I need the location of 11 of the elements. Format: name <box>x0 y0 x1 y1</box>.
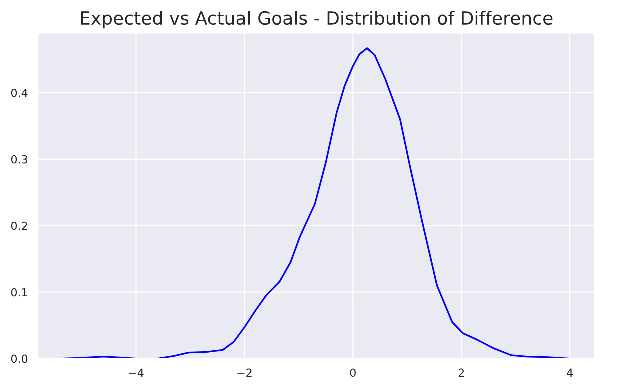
x-tick-label: −2 <box>238 368 252 377</box>
x-tick-label: −4 <box>129 368 144 377</box>
y-tick-label: 0.1 <box>11 288 28 297</box>
y-tick-label: 0.4 <box>11 88 28 98</box>
x-tick-label: 2 <box>458 368 464 377</box>
y-tick-label: 0.0 <box>11 354 28 364</box>
chart-title: Expected vs Actual Goals - Distribution of Difference <box>81 11 553 29</box>
y-tick-label: 0.2 <box>11 222 28 230</box>
x-tick-label: 0 <box>350 368 356 378</box>
x-tick-label: 4 <box>567 368 573 377</box>
y-tick-label: 0.3 <box>11 155 28 164</box>
